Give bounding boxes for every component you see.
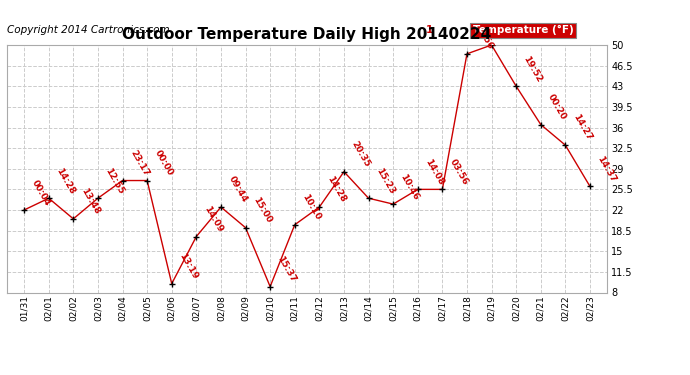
Text: 00:20: 00:20 xyxy=(546,93,569,122)
Text: 09:44: 09:44 xyxy=(226,175,248,204)
Text: 15:37: 15:37 xyxy=(276,254,298,284)
Text: 00:04: 00:04 xyxy=(30,178,52,207)
Text: Copyright 2014 Cartronics.com: Copyright 2014 Cartronics.com xyxy=(7,25,170,35)
Text: 14:37: 14:37 xyxy=(595,154,618,184)
Text: 00:00: 00:00 xyxy=(152,149,175,178)
Text: 19:52: 19:52 xyxy=(522,54,544,84)
Text: 15:00: 15:00 xyxy=(251,196,273,225)
Text: 13:48: 13:48 xyxy=(79,187,101,216)
Text: 12:55: 12:55 xyxy=(104,166,126,195)
Text: 1: 1 xyxy=(426,25,433,35)
Text: 14:28: 14:28 xyxy=(325,175,347,204)
Text: 03:56: 03:56 xyxy=(448,158,470,187)
Text: 14:08: 14:08 xyxy=(424,157,446,187)
Text: 14:09: 14:09 xyxy=(202,204,224,234)
Text: 13:19: 13:19 xyxy=(177,252,199,281)
Text: 23:17: 23:17 xyxy=(128,148,150,178)
Text: 20:35: 20:35 xyxy=(350,140,371,169)
Text: 14:28: 14:28 xyxy=(55,166,77,195)
Text: 14:56: 14:56 xyxy=(473,22,495,51)
Text: 10:10: 10:10 xyxy=(300,193,322,222)
Title: Outdoor Temperature Daily High 20140224: Outdoor Temperature Daily High 20140224 xyxy=(122,27,492,42)
Text: 15:23: 15:23 xyxy=(374,166,396,195)
Text: 14:27: 14:27 xyxy=(571,113,593,142)
Text: 10:46: 10:46 xyxy=(399,172,421,201)
Text: Temperature (°F): Temperature (°F) xyxy=(473,25,573,35)
